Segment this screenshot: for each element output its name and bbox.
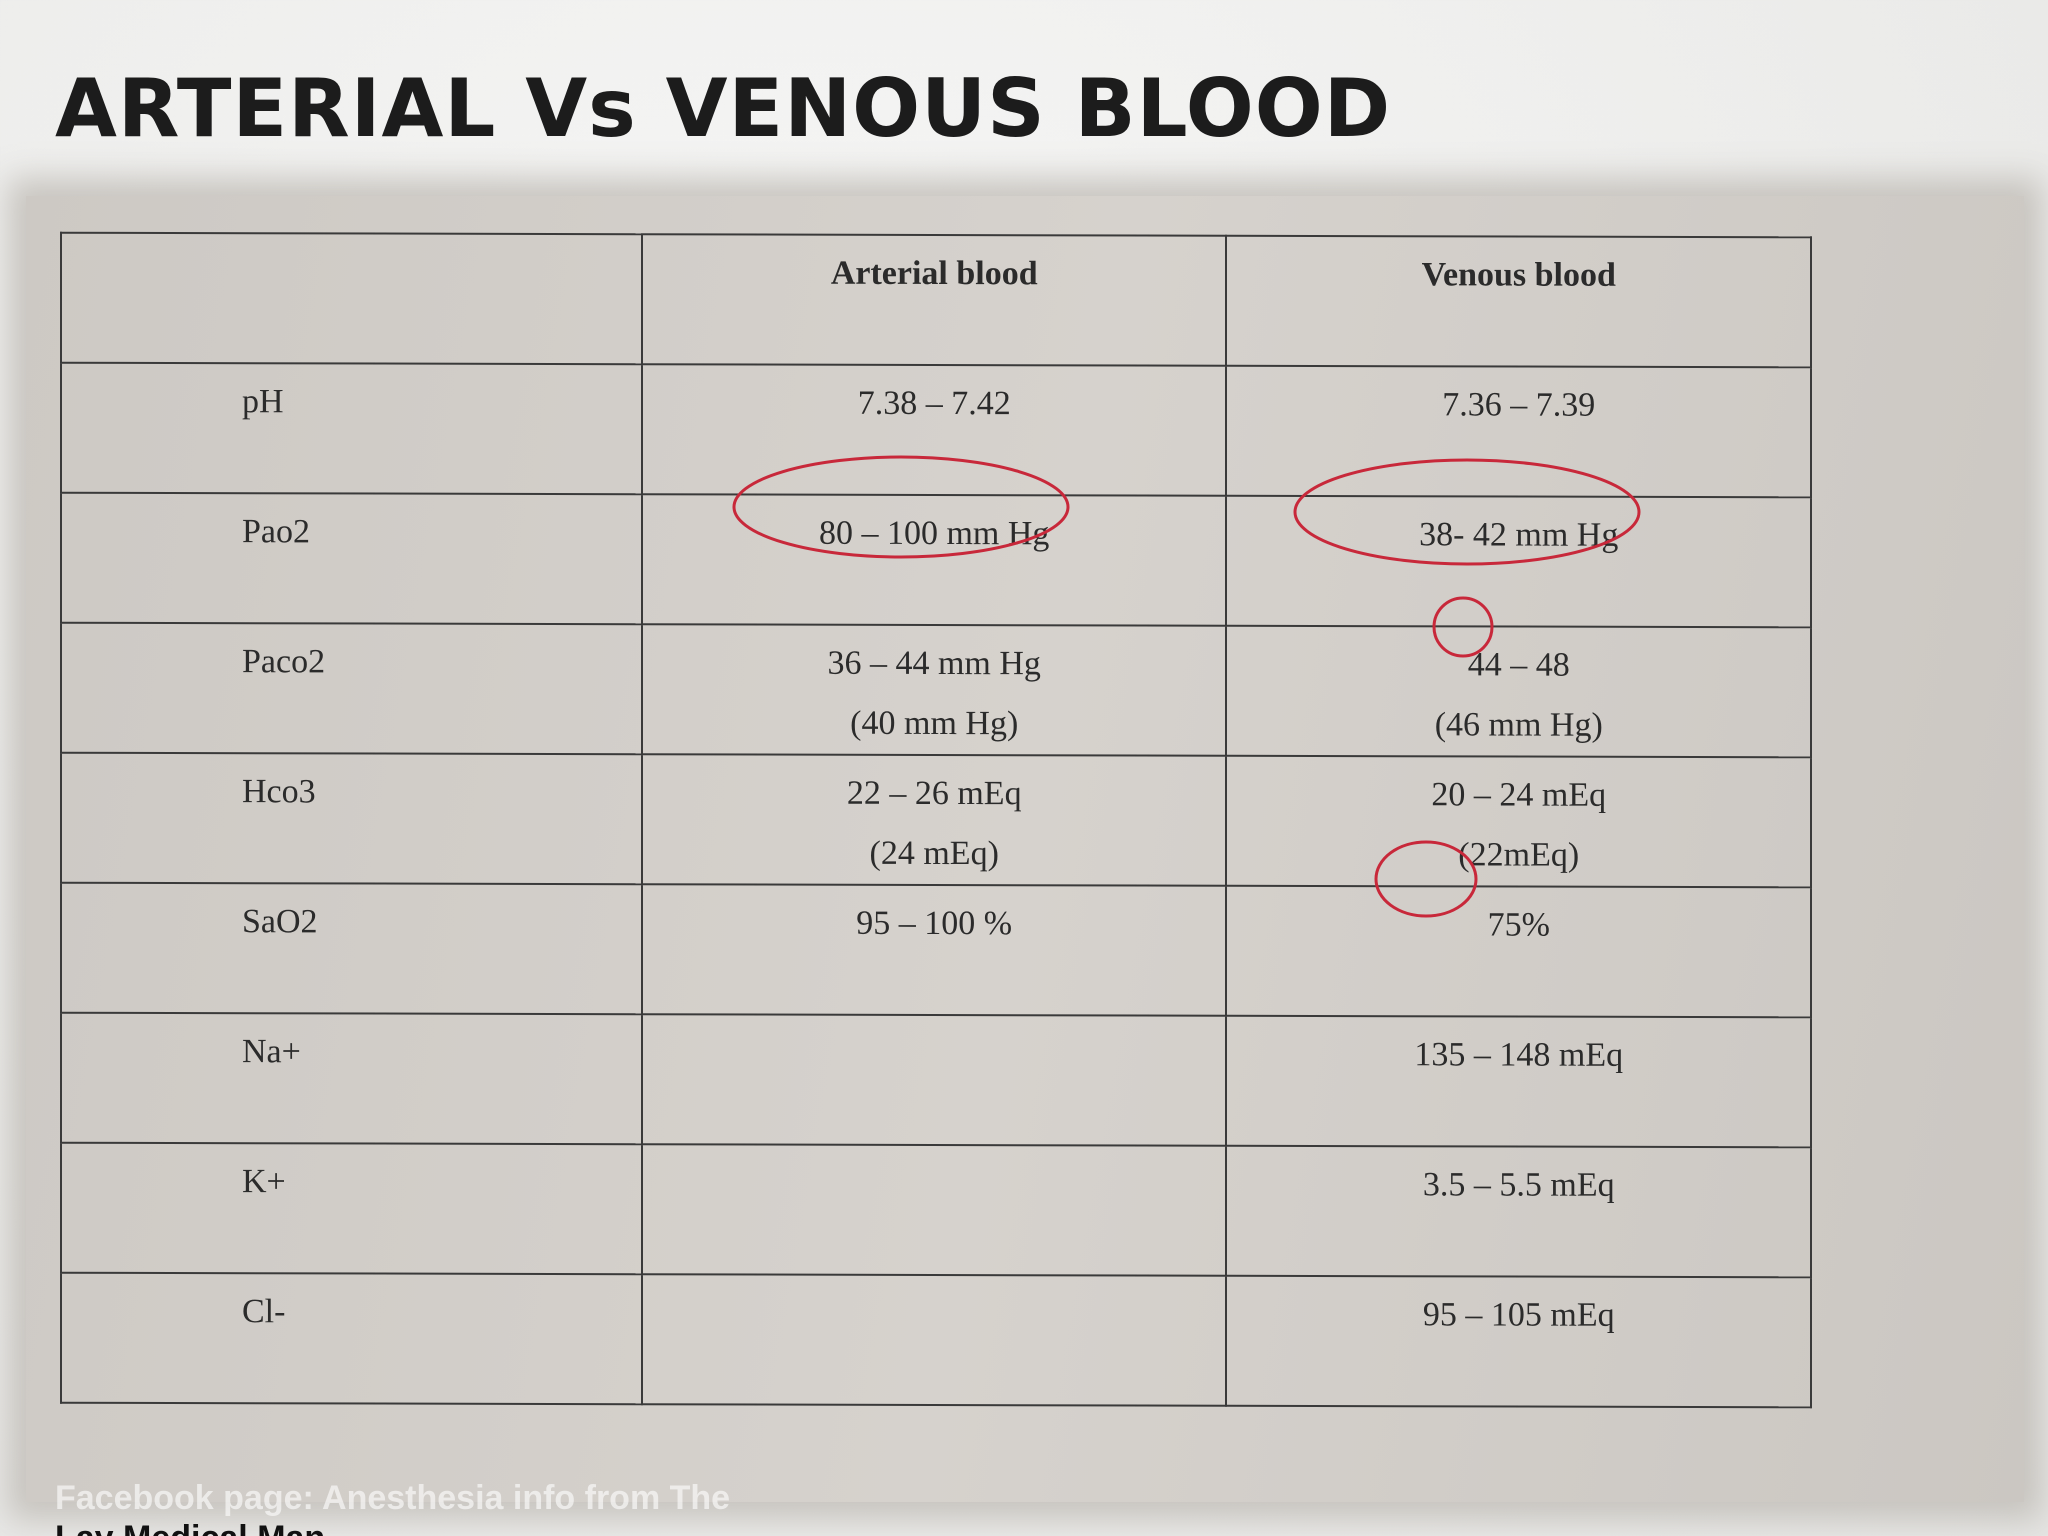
cell-line: 7.36 – 7.39 (1442, 386, 1596, 424)
table-row: Cl- 95 – 105 mEq (61, 1272, 1811, 1408)
footer-line: Facebook page: Anesthesia info from The (55, 1479, 731, 1517)
table-row: SaO2 95 – 100 % 75% (61, 882, 1811, 1018)
arterial-cell: 7.38 – 7.42 (641, 364, 1227, 496)
cell-line: 135 – 148 mEq (1414, 1036, 1624, 1074)
row-label: Pao2 (61, 492, 642, 625)
slide-title: ARTERIAL Vs VENOUS BLOOD (55, 62, 1392, 155)
arterial-cell: 22 – 26 mEq (24 mEq) (641, 754, 1227, 886)
venous-cell: 20 – 24 mEq (22mEq) (1226, 755, 1811, 888)
row-label: Na+ (61, 1012, 642, 1145)
table-row: Hco3 22 – 26 mEq (24 mEq) 20 – 24 mEq (22mEq… (61, 752, 1811, 888)
venous-cell: 95 – 105 mEq (1226, 1275, 1811, 1408)
row-label: SaO2 (61, 882, 642, 1015)
table-row: Pao2 80 – 100 mm Hg 38- 42 mm Hg (61, 492, 1811, 628)
cell-line: 38- 42 mm Hg (1419, 516, 1619, 554)
cell-line: 36 – 44 mm Hg (827, 644, 1041, 683)
cell-line: 75% (1487, 906, 1550, 944)
cell-line: 20 – 24 mEq (1431, 776, 1607, 814)
cell-line: 80 – 100 mm Hg (818, 514, 1050, 553)
arterial-cell: 80 – 100 mm Hg (641, 494, 1227, 626)
row-label: Cl- (61, 1272, 642, 1405)
row-label: K+ (61, 1142, 642, 1275)
column-header: Arterial blood (641, 234, 1227, 366)
arterial-cell: 95 – 100 % (641, 884, 1227, 1016)
arterial-cell (641, 1144, 1227, 1276)
table-row: Na+ 135 – 148 mEq (61, 1012, 1811, 1148)
venous-cell: 44 – 48 (46 mm Hg) (1226, 625, 1811, 758)
cell-line: 95 – 100 % (856, 904, 1013, 943)
cell-line: (40 mm Hg) (850, 704, 1019, 743)
venous-cell: 3.5 – 5.5 mEq (1226, 1145, 1811, 1278)
header-row: Arterial blood Venous blood (61, 232, 1811, 368)
venous-cell: 38- 42 mm Hg (1226, 495, 1811, 628)
table-row: pH 7.38 – 7.42 7.36 – 7.39 (61, 362, 1811, 498)
venous-cell: 7.36 – 7.39 (1226, 365, 1811, 498)
footer-line: Lay Medical Man (55, 1518, 730, 1536)
cell-line: (46 mm Hg) (1434, 706, 1603, 744)
cell-line: 95 – 105 mEq (1422, 1296, 1615, 1334)
cell-line: 7.38 – 7.42 (857, 384, 1011, 423)
table-row: K+ 3.5 – 5.5 mEq (61, 1142, 1811, 1278)
venous-cell: 135 – 148 mEq (1226, 1015, 1811, 1148)
arterial-cell: 36 – 44 mm Hg (40 mm Hg) (641, 624, 1227, 756)
cell-line: 3.5 – 5.5 mEq (1422, 1166, 1615, 1204)
footer: Facebook page: Anesthesia info from TheL… (55, 1478, 730, 1536)
blood-table: Arterial blood Venous blood pH 7.38 – 7.42 7… (60, 232, 1812, 1409)
row-label: Hco3 (61, 752, 642, 885)
column-header: Venous blood (1226, 235, 1811, 368)
venous-cell: 75% (1226, 885, 1811, 1018)
arterial-cell (641, 1014, 1227, 1146)
arterial-cell (641, 1274, 1227, 1406)
cell-line: (24 mEq) (869, 834, 999, 873)
table-photo (26, 196, 2024, 1502)
cell-line: (22mEq) (1458, 836, 1580, 874)
row-label: pH (61, 362, 642, 495)
cell-line: 44 – 48 (1467, 646, 1570, 684)
corner-cell (61, 232, 642, 365)
row-label: Paco2 (61, 622, 642, 755)
table-row: Paco2 36 – 44 mm Hg (40 mm Hg) 44 – 48 (46 m… (61, 622, 1811, 758)
cell-line: 22 – 26 mEq (846, 774, 1022, 813)
